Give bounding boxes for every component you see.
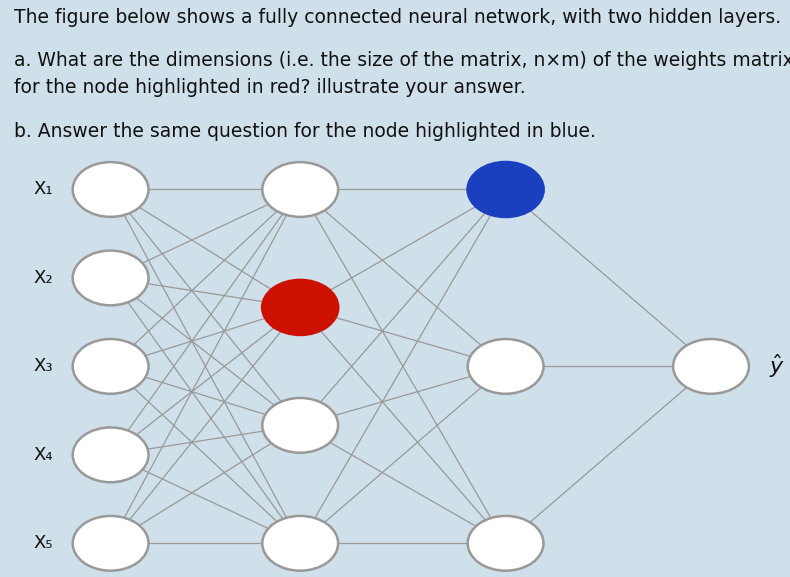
Text: X₄: X₄ — [33, 446, 53, 464]
Text: X₂: X₂ — [33, 269, 53, 287]
Text: $\hat{y}$: $\hat{y}$ — [769, 353, 784, 380]
Ellipse shape — [73, 516, 149, 571]
Ellipse shape — [262, 516, 338, 571]
Text: X₅: X₅ — [33, 534, 53, 552]
Ellipse shape — [262, 162, 338, 217]
Ellipse shape — [73, 428, 149, 482]
Ellipse shape — [73, 250, 149, 305]
Ellipse shape — [262, 398, 338, 453]
Text: X₃: X₃ — [33, 357, 53, 376]
Ellipse shape — [673, 339, 749, 394]
Text: X₁: X₁ — [33, 181, 53, 198]
Ellipse shape — [73, 162, 149, 217]
Text: for the node highlighted in red? illustrate your answer.: for the node highlighted in red? illustr… — [14, 78, 526, 97]
Text: a. What are the dimensions (i.e. the size of the matrix, n×m) of the weights mat: a. What are the dimensions (i.e. the siz… — [14, 51, 790, 70]
Text: b. Answer the same question for the node highlighted in blue.: b. Answer the same question for the node… — [14, 122, 596, 141]
Ellipse shape — [468, 162, 544, 217]
Ellipse shape — [468, 516, 544, 571]
Ellipse shape — [468, 339, 544, 394]
Ellipse shape — [73, 339, 149, 394]
Text: The figure below shows a fully connected neural network, with two hidden layers.: The figure below shows a fully connected… — [14, 8, 781, 27]
Ellipse shape — [262, 280, 338, 335]
